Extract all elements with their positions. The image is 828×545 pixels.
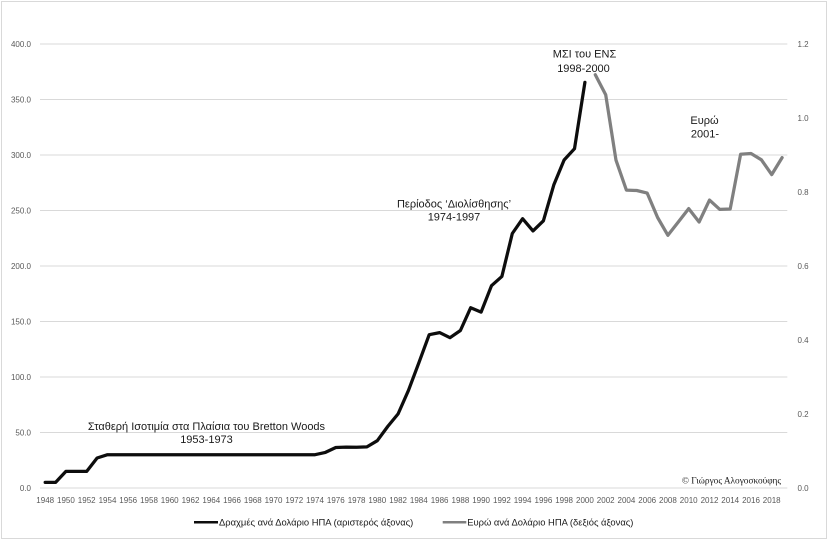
svg-text:0.4: 0.4	[798, 336, 810, 345]
svg-text:300.0: 300.0	[11, 151, 32, 160]
svg-text:2014: 2014	[721, 496, 739, 505]
svg-text:2012: 2012	[701, 496, 719, 505]
svg-text:1972: 1972	[285, 496, 303, 505]
svg-text:1962: 1962	[182, 496, 200, 505]
svg-text:350.0: 350.0	[11, 95, 32, 104]
svg-text:2010: 2010	[680, 496, 698, 505]
svg-text:1968: 1968	[244, 496, 262, 505]
svg-text:0.0: 0.0	[798, 484, 810, 493]
svg-text:1988: 1988	[452, 496, 470, 505]
svg-text:© Γιώργος Αλογοσκούφης: © Γιώργος Αλογοσκούφης	[682, 476, 782, 487]
svg-text:1974-1997: 1974-1997	[428, 212, 481, 224]
svg-text:2008: 2008	[659, 496, 677, 505]
svg-text:1984: 1984	[410, 496, 428, 505]
svg-text:1994: 1994	[514, 496, 532, 505]
svg-text:2018: 2018	[763, 496, 781, 505]
svg-text:1998-2000: 1998-2000	[557, 63, 610, 75]
svg-text:Σταθερή Ισοτιμία στα Πλαίσια τ: Σταθερή Ισοτιμία στα Πλαίσια του Bretton…	[88, 421, 326, 433]
svg-text:Ευρώ ανά Δολάριο ΗΠΑ (δεξιός ά: Ευρώ ανά Δολάριο ΗΠΑ (δεξιός άξονας)	[467, 516, 633, 527]
svg-text:1992: 1992	[493, 496, 511, 505]
svg-text:1966: 1966	[223, 496, 241, 505]
svg-text:1974: 1974	[306, 496, 324, 505]
svg-text:Δραχμές ανά Δολάριο ΗΠΑ (αριστ: Δραχμές ανά Δολάριο ΗΠΑ (αριστερός άξονα…	[219, 516, 413, 527]
svg-text:0.6: 0.6	[798, 262, 810, 271]
svg-text:2004: 2004	[618, 496, 636, 505]
svg-text:2000: 2000	[576, 496, 594, 505]
svg-text:1954: 1954	[99, 496, 117, 505]
svg-text:1990: 1990	[472, 496, 490, 505]
svg-text:1.2: 1.2	[798, 40, 810, 49]
svg-text:2006: 2006	[638, 496, 656, 505]
svg-text:250.0: 250.0	[11, 206, 32, 215]
svg-text:150.0: 150.0	[11, 317, 32, 326]
svg-text:1960: 1960	[161, 496, 179, 505]
svg-text:1948: 1948	[36, 496, 54, 505]
svg-text:0.8: 0.8	[798, 188, 810, 197]
svg-text:1964: 1964	[202, 496, 220, 505]
svg-text:2001-: 2001-	[691, 128, 719, 140]
svg-text:1953-1973: 1953-1973	[180, 434, 233, 446]
svg-text:1996: 1996	[535, 496, 553, 505]
svg-text:50.0: 50.0	[15, 428, 31, 437]
svg-text:2016: 2016	[742, 496, 760, 505]
svg-text:1956: 1956	[119, 496, 137, 505]
svg-text:1952: 1952	[78, 496, 96, 505]
svg-text:1998: 1998	[555, 496, 573, 505]
svg-text:1958: 1958	[140, 496, 158, 505]
svg-text:Ευρώ: Ευρώ	[690, 115, 719, 127]
svg-text:1978: 1978	[348, 496, 366, 505]
svg-text:1950: 1950	[57, 496, 75, 505]
svg-text:1976: 1976	[327, 496, 345, 505]
svg-text:1982: 1982	[389, 496, 407, 505]
svg-text:1.0: 1.0	[798, 114, 810, 123]
svg-text:100.0: 100.0	[11, 373, 32, 382]
svg-text:1986: 1986	[431, 496, 449, 505]
svg-text:200.0: 200.0	[11, 262, 32, 271]
svg-text:400.0: 400.0	[11, 40, 32, 49]
svg-text:0.2: 0.2	[798, 410, 810, 419]
svg-text:ΜΣΙ του ΕΝΣ: ΜΣΙ του ΕΝΣ	[553, 48, 617, 60]
svg-text:1980: 1980	[368, 496, 386, 505]
svg-text:Περίοδος ‘Διολίσθησης’: Περίοδος ‘Διολίσθησης’	[397, 199, 511, 211]
svg-text:1970: 1970	[265, 496, 283, 505]
svg-text:2002: 2002	[597, 496, 615, 505]
svg-text:0.0: 0.0	[20, 484, 32, 493]
